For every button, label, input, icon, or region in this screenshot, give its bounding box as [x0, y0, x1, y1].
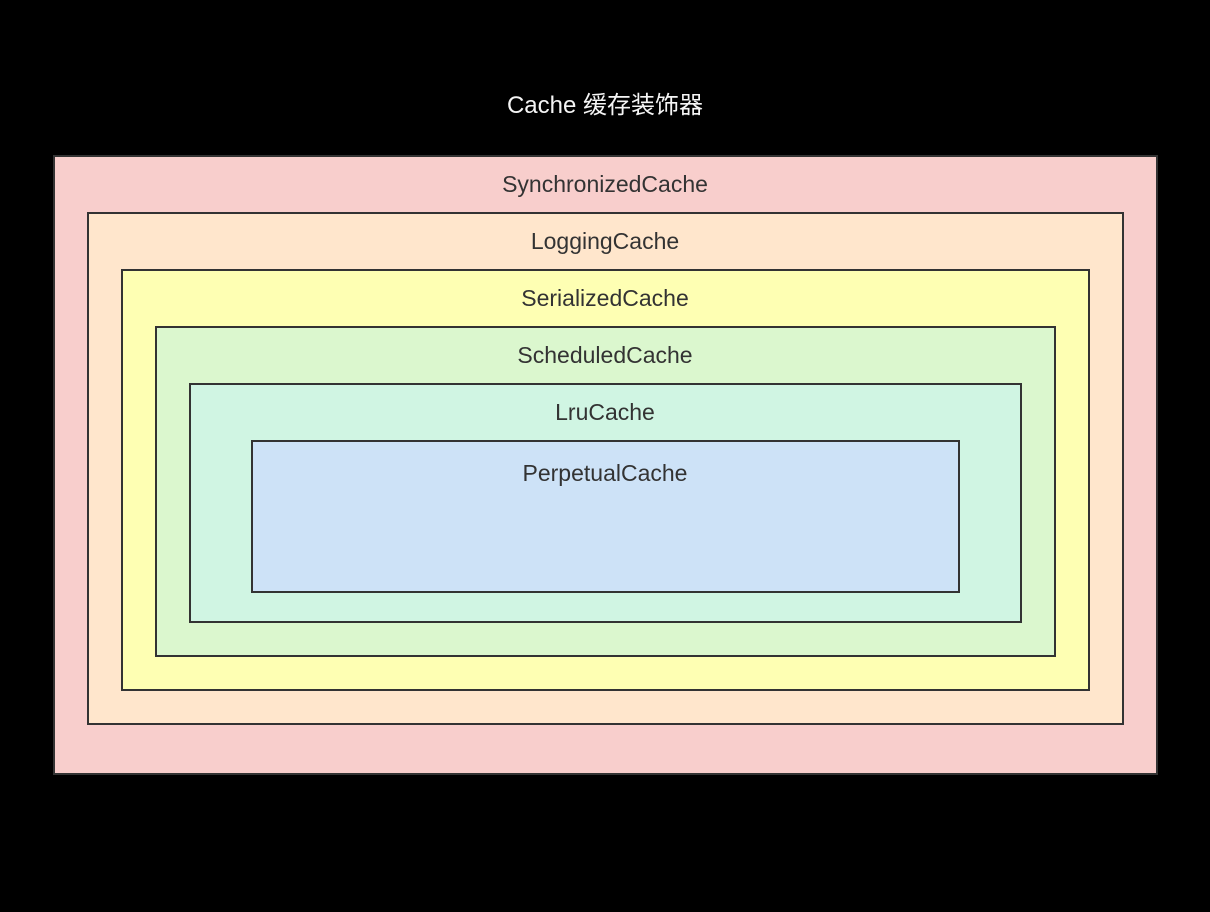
layer-logging-cache: LoggingCache SerializedCache ScheduledCa… [87, 212, 1124, 725]
layer-label: PerpetualCache [285, 460, 926, 487]
layer-scheduled-cache: ScheduledCache LruCache PerpetualCache [155, 326, 1056, 657]
layer-perpetual-cache: PerpetualCache [251, 440, 960, 593]
layer-serialized-cache: SerializedCache ScheduledCache LruCache … [121, 269, 1090, 691]
layer-label: ScheduledCache [189, 342, 1022, 369]
layer-label: SynchronizedCache [87, 171, 1124, 198]
diagram-title: Cache 缓存装饰器 [507, 85, 703, 120]
layer-synchronized-cache: SynchronizedCache LoggingCache Serialize… [53, 155, 1158, 775]
layer-label: SerializedCache [155, 285, 1056, 312]
layer-label: LruCache [223, 399, 988, 426]
layer-lru-cache: LruCache PerpetualCache [189, 383, 1022, 623]
layer-label: LoggingCache [121, 228, 1090, 255]
